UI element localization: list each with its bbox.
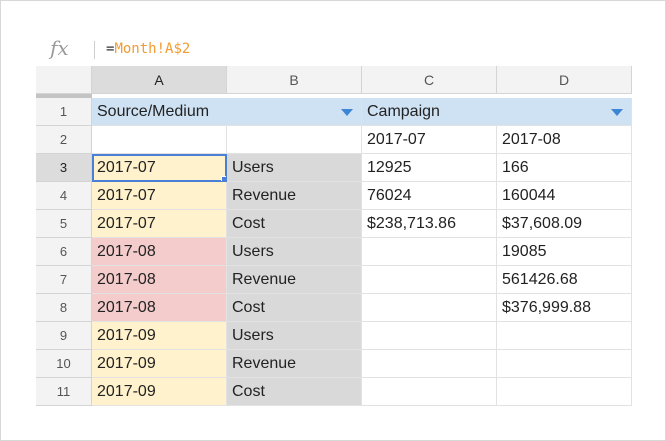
- table-row: 2 2017-07 2017-08: [36, 126, 632, 154]
- row-number[interactable]: 1: [36, 98, 92, 126]
- cell-c7[interactable]: [362, 266, 497, 294]
- cell-b7[interactable]: Revenue: [227, 266, 362, 294]
- table-row: 6 2017-08 Users 19085: [36, 238, 632, 266]
- fill-handle[interactable]: [221, 176, 226, 181]
- cell-c11[interactable]: [362, 378, 497, 406]
- cell-c8[interactable]: [362, 294, 497, 322]
- formula-prefix: =: [106, 41, 115, 57]
- table-row: 8 2017-08 Cost $376,999.88: [36, 294, 632, 322]
- cell-b4[interactable]: Revenue: [227, 182, 362, 210]
- cell-c3[interactable]: 12925: [362, 154, 497, 182]
- cell-d2[interactable]: 2017-08: [497, 126, 632, 154]
- column-header-row: A B C D: [36, 66, 632, 94]
- row-number[interactable]: 8: [36, 294, 92, 322]
- row-number[interactable]: 7: [36, 266, 92, 294]
- cell-a9[interactable]: 2017-09: [92, 322, 227, 350]
- table-row: 9 2017-09 Users: [36, 322, 632, 350]
- table-row: 10 2017-09 Revenue: [36, 350, 632, 378]
- cell-b5[interactable]: Cost: [227, 210, 362, 238]
- cell-b3[interactable]: Users: [227, 154, 362, 182]
- row-number[interactable]: 5: [36, 210, 92, 238]
- table-row: 7 2017-08 Revenue 561426.68: [36, 266, 632, 294]
- select-all-corner[interactable]: [36, 66, 92, 94]
- formula-input[interactable]: =Month!A$2: [106, 41, 190, 57]
- table-row: 1 Source/Medium Campaign: [36, 98, 632, 126]
- filter-dropdown-icon[interactable]: [611, 109, 623, 116]
- cell-a3[interactable]: 2017-07: [92, 154, 227, 182]
- row-number[interactable]: 10: [36, 350, 92, 378]
- column-header-b[interactable]: B: [227, 66, 362, 94]
- frozen-row-bar[interactable]: [36, 94, 92, 98]
- formula-reference: Month!A$2: [114, 41, 191, 57]
- column-header-d[interactable]: D: [497, 66, 632, 94]
- row-number[interactable]: 11: [36, 378, 92, 406]
- cell-b10[interactable]: Revenue: [227, 350, 362, 378]
- cell-d10[interactable]: [497, 350, 632, 378]
- cell-b2[interactable]: [227, 126, 362, 154]
- filter-header-source-medium[interactable]: Source/Medium: [92, 98, 362, 126]
- row-number[interactable]: 6: [36, 238, 92, 266]
- cell-a7[interactable]: 2017-08: [92, 266, 227, 294]
- cell-a5[interactable]: 2017-07: [92, 210, 227, 238]
- cell-d11[interactable]: [497, 378, 632, 406]
- row-number[interactable]: 2: [36, 126, 92, 154]
- cell-a4[interactable]: 2017-07: [92, 182, 227, 210]
- column-header-a[interactable]: A: [92, 66, 227, 94]
- cell-c10[interactable]: [362, 350, 497, 378]
- fx-icon: fx: [50, 36, 69, 60]
- cell-d7[interactable]: 561426.68: [497, 266, 632, 294]
- cell-c9[interactable]: [362, 322, 497, 350]
- cell-a2[interactable]: [92, 126, 227, 154]
- header-label: Campaign: [367, 103, 440, 120]
- row-number[interactable]: 3: [36, 154, 92, 182]
- cell-b11[interactable]: Cost: [227, 378, 362, 406]
- cell-b6[interactable]: Users: [227, 238, 362, 266]
- cell-b9[interactable]: Users: [227, 322, 362, 350]
- cell-c2[interactable]: 2017-07: [362, 126, 497, 154]
- table-row: 3 2017-07 Users 12925 166: [36, 154, 632, 182]
- row-number[interactable]: 9: [36, 322, 92, 350]
- row-number[interactable]: 4: [36, 182, 92, 210]
- cell-d8[interactable]: $376,999.88: [497, 294, 632, 322]
- cell-c6[interactable]: [362, 238, 497, 266]
- column-header-c[interactable]: C: [362, 66, 497, 94]
- table-row: 11 2017-09 Cost: [36, 378, 632, 406]
- filter-dropdown-icon[interactable]: [341, 109, 353, 116]
- formula-separator: [94, 41, 95, 59]
- table-row: 5 2017-07 Cost $238,713.86 $37,608.09: [36, 210, 632, 238]
- cell-b8[interactable]: Cost: [227, 294, 362, 322]
- cell-a8[interactable]: 2017-08: [92, 294, 227, 322]
- cell-a6[interactable]: 2017-08: [92, 238, 227, 266]
- table-row: 4 2017-07 Revenue 76024 160044: [36, 182, 632, 210]
- formula-bar[interactable]: fx =Month!A$2: [36, 35, 632, 65]
- filter-header-campaign[interactable]: Campaign: [362, 98, 632, 126]
- cell-d4[interactable]: 160044: [497, 182, 632, 210]
- header-label: Source/Medium: [97, 103, 210, 120]
- cell-d9[interactable]: [497, 322, 632, 350]
- cell-c4[interactable]: 76024: [362, 182, 497, 210]
- cell-value: 2017-07: [97, 159, 156, 176]
- cell-c5[interactable]: $238,713.86: [362, 210, 497, 238]
- cell-d5[interactable]: $37,608.09: [497, 210, 632, 238]
- cell-d6[interactable]: 19085: [497, 238, 632, 266]
- cell-a11[interactable]: 2017-09: [92, 378, 227, 406]
- cell-d3[interactable]: 166: [497, 154, 632, 182]
- cell-a10[interactable]: 2017-09: [92, 350, 227, 378]
